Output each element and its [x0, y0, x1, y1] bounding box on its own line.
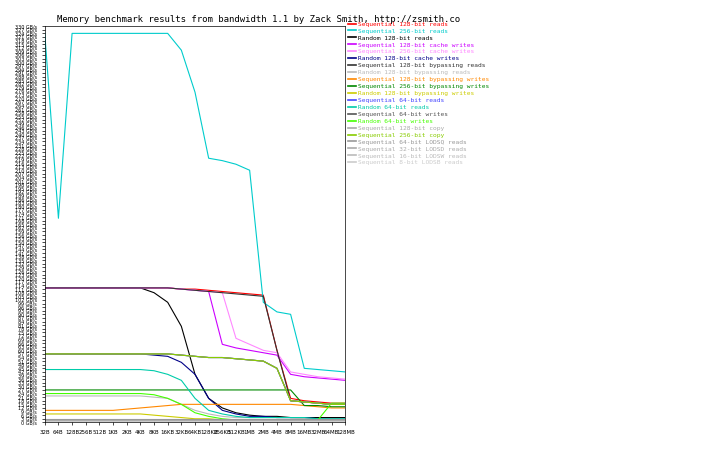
Text: Memory benchmark results from bandwidth 1.1 by Zack Smith, http://zsmith.co: Memory benchmark results from bandwidth …: [57, 15, 460, 24]
Legend: Sequential 128-bit reads, Sequential 256-bit reads, Random 128-bit reads, Sequen: Sequential 128-bit reads, Sequential 256…: [348, 21, 489, 166]
